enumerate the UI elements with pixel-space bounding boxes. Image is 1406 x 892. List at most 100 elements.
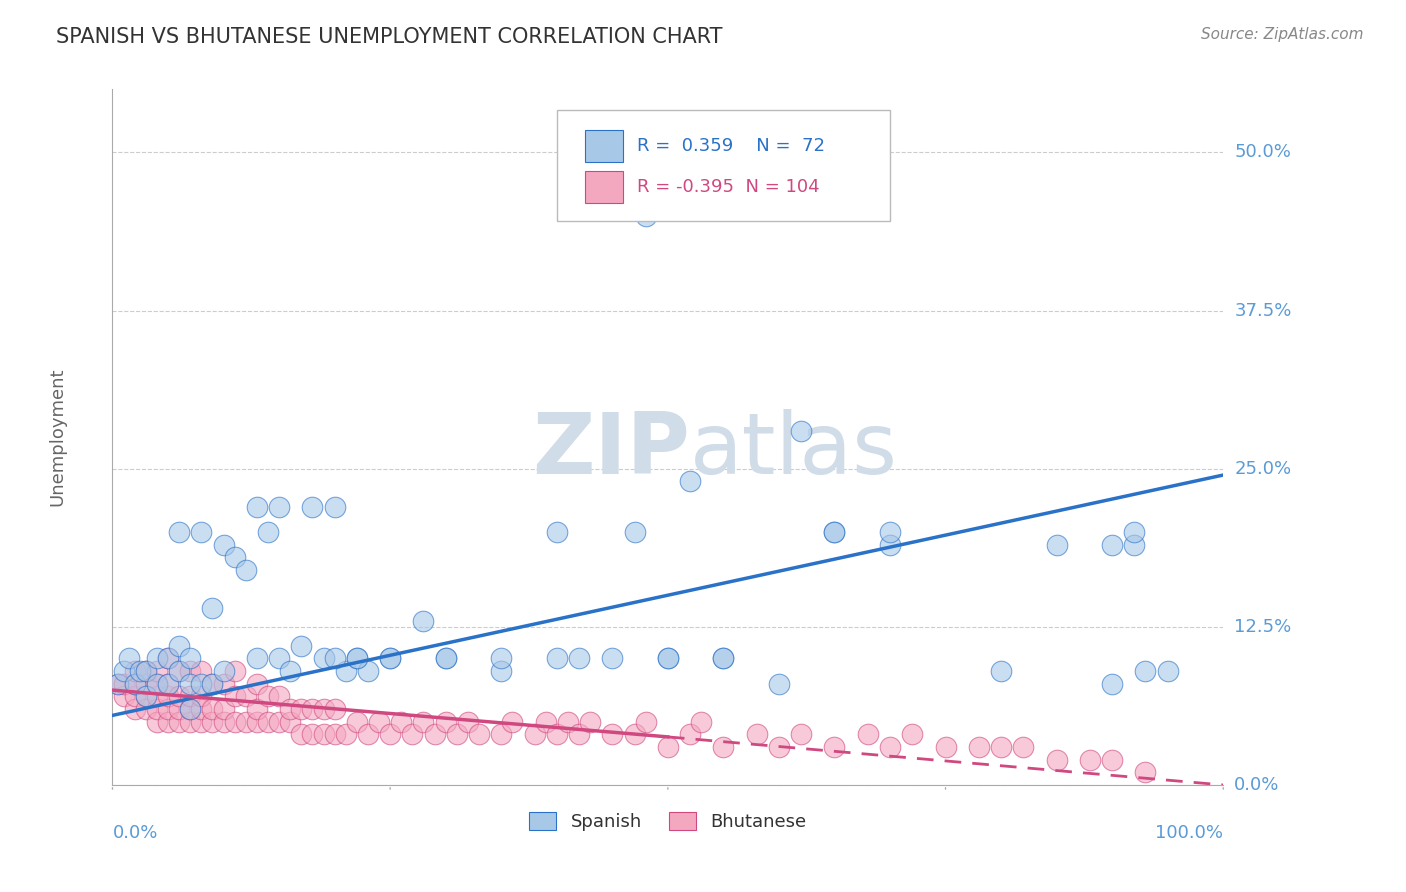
Point xyxy=(657,651,679,665)
Point xyxy=(112,677,135,691)
Point xyxy=(1045,753,1069,767)
Point xyxy=(546,651,568,665)
Point xyxy=(246,500,269,514)
Point xyxy=(212,714,235,729)
Text: Source: ZipAtlas.com: Source: ZipAtlas.com xyxy=(1201,27,1364,42)
Point xyxy=(124,664,146,678)
Point xyxy=(323,500,346,514)
Point xyxy=(201,600,224,615)
Point xyxy=(257,524,280,539)
Point xyxy=(124,677,146,691)
Point xyxy=(357,664,380,678)
Point xyxy=(190,677,212,691)
Point xyxy=(157,702,180,716)
Point xyxy=(768,739,790,754)
Point xyxy=(657,739,679,754)
Point xyxy=(368,714,391,729)
Point xyxy=(1045,538,1069,552)
Point xyxy=(312,651,335,665)
Point xyxy=(179,714,201,729)
Point xyxy=(267,714,291,729)
Point xyxy=(135,664,157,678)
Point xyxy=(790,424,813,438)
Point xyxy=(224,714,246,729)
Point xyxy=(623,524,645,539)
Point xyxy=(157,714,180,729)
Point xyxy=(224,664,246,678)
Point xyxy=(879,739,901,754)
Point xyxy=(224,550,246,565)
Point xyxy=(146,702,169,716)
Text: 0.0%: 0.0% xyxy=(1234,776,1279,794)
Point xyxy=(690,714,713,729)
Point xyxy=(1101,753,1123,767)
Point xyxy=(235,714,257,729)
Text: 12.5%: 12.5% xyxy=(1234,618,1292,636)
Point xyxy=(346,651,368,665)
Point xyxy=(380,727,402,741)
Point xyxy=(135,690,157,704)
Point xyxy=(212,702,235,716)
Point xyxy=(335,727,357,741)
Point xyxy=(129,664,152,678)
Point xyxy=(146,664,169,678)
Point xyxy=(557,714,579,729)
Point xyxy=(389,714,412,729)
Point xyxy=(157,677,180,691)
Point xyxy=(190,702,212,716)
Point xyxy=(380,651,402,665)
Point xyxy=(135,664,157,678)
Point xyxy=(634,714,657,729)
Point xyxy=(190,690,212,704)
Point xyxy=(1078,753,1101,767)
FancyBboxPatch shape xyxy=(557,110,890,221)
Point xyxy=(534,714,557,729)
Point xyxy=(224,690,246,704)
Point xyxy=(290,702,312,716)
Point xyxy=(1135,664,1157,678)
Point xyxy=(568,651,591,665)
Text: SPANISH VS BHUTANESE UNEMPLOYMENT CORRELATION CHART: SPANISH VS BHUTANESE UNEMPLOYMENT CORREL… xyxy=(56,27,723,46)
Point xyxy=(278,714,301,729)
Point xyxy=(179,690,201,704)
Point xyxy=(301,702,323,716)
Point xyxy=(501,714,523,729)
Point xyxy=(179,702,201,716)
Point xyxy=(713,651,735,665)
Point xyxy=(246,677,269,691)
Point xyxy=(135,677,157,691)
Point xyxy=(124,702,146,716)
Point xyxy=(290,727,312,741)
Point xyxy=(1123,538,1146,552)
Point xyxy=(167,690,190,704)
Point xyxy=(167,524,190,539)
Point xyxy=(212,677,235,691)
Point xyxy=(235,690,257,704)
Point xyxy=(489,664,512,678)
Point xyxy=(579,714,602,729)
Point xyxy=(167,664,190,678)
Point xyxy=(246,702,269,716)
Text: R = -0.395  N = 104: R = -0.395 N = 104 xyxy=(637,178,820,196)
Point xyxy=(434,651,457,665)
Point xyxy=(824,739,846,754)
Point xyxy=(190,714,212,729)
Point xyxy=(146,651,169,665)
Point xyxy=(856,727,879,741)
Point xyxy=(112,664,135,678)
Point xyxy=(157,651,180,665)
Point xyxy=(179,651,201,665)
Point xyxy=(246,651,269,665)
Point xyxy=(879,538,901,552)
Point xyxy=(267,690,291,704)
Text: 100.0%: 100.0% xyxy=(1156,824,1223,842)
Point xyxy=(901,727,924,741)
Point xyxy=(107,677,129,691)
Text: 25.0%: 25.0% xyxy=(1234,459,1292,478)
Point xyxy=(246,714,269,729)
Point xyxy=(679,727,702,741)
Point xyxy=(468,727,491,741)
Point xyxy=(124,690,146,704)
Point xyxy=(768,677,790,691)
Point xyxy=(457,714,479,729)
